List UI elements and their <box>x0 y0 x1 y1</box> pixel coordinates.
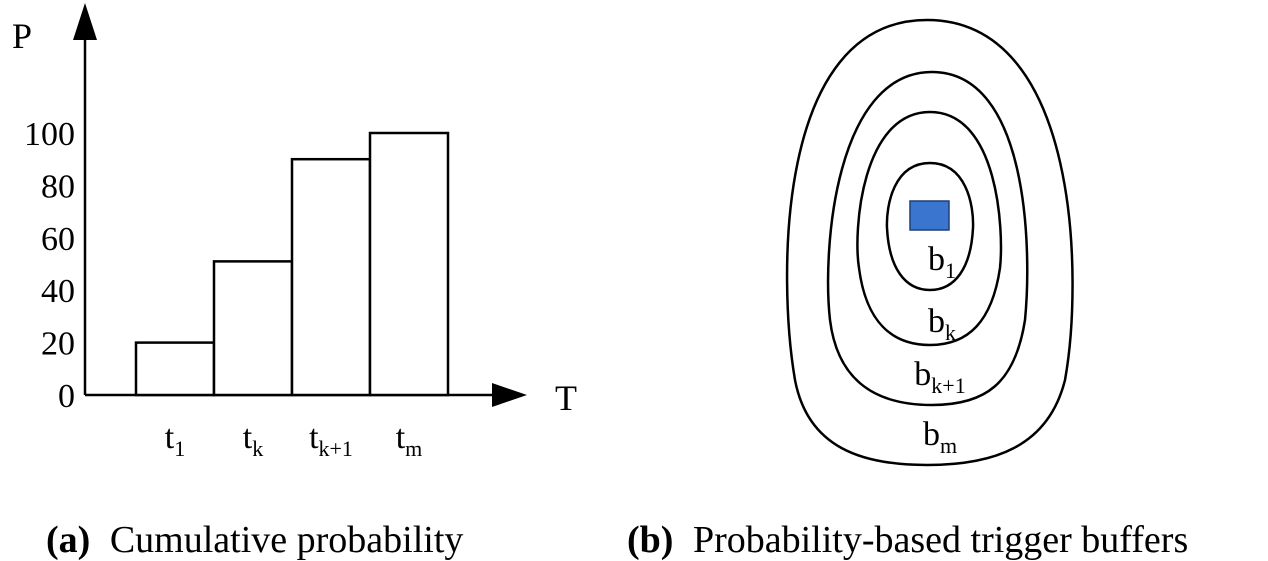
y-axis-label: P <box>12 16 32 56</box>
bar <box>368 131 450 397</box>
buffer-ring-k <box>856 110 1003 347</box>
buffer-ring-k1 <box>826 70 1029 407</box>
panel-a-chart: P T 0 20 40 60 80 100 t1 tk tk+1 tm <box>12 3 577 461</box>
buffer-label: bk+1 <box>914 356 965 398</box>
x-category-label: tm <box>396 419 423 461</box>
panel-b-diagram: b1 bk bk+1 bm <box>785 18 1074 467</box>
caption-b-text: Probability-based trigger buffers <box>693 519 1188 561</box>
buffer-ring-m <box>785 18 1074 467</box>
bar <box>290 157 372 397</box>
x-category-labels: t1 tk tk+1 tm <box>165 419 423 461</box>
y-tick-label: 0 <box>58 378 75 415</box>
x-category-label: tk+1 <box>309 419 353 461</box>
caption-b-letter: (b) <box>627 519 673 561</box>
y-tick-label: 20 <box>41 326 75 363</box>
x-category-label: t1 <box>165 419 185 461</box>
y-tick-labels: 0 20 40 60 80 100 <box>24 116 75 415</box>
x-category-label: tk <box>243 419 263 461</box>
bar <box>212 260 294 397</box>
bar <box>134 341 216 397</box>
y-tick-label: 100 <box>24 116 75 153</box>
x-axis-label: T <box>555 378 577 418</box>
buffer-ring-1 <box>885 161 975 292</box>
caption-a-text: Cumulative probability <box>110 519 464 561</box>
bars <box>134 131 450 397</box>
buffer-label: bm <box>923 416 957 458</box>
y-axis <box>73 3 97 395</box>
caption-a-letter: (a) <box>46 519 90 561</box>
buffer-label: b1 <box>928 241 956 283</box>
buffer-label: bk <box>928 303 956 345</box>
caption-a: (a) Cumulative probability <box>46 519 463 561</box>
caption-b: (b) Probability-based trigger buffers <box>627 519 1188 561</box>
buffer-labels: b1 bk bk+1 bm <box>914 241 965 458</box>
y-tick-label: 40 <box>41 273 75 310</box>
y-tick-label: 60 <box>41 221 75 258</box>
target-marker <box>909 200 950 231</box>
y-tick-label: 80 <box>41 168 75 205</box>
